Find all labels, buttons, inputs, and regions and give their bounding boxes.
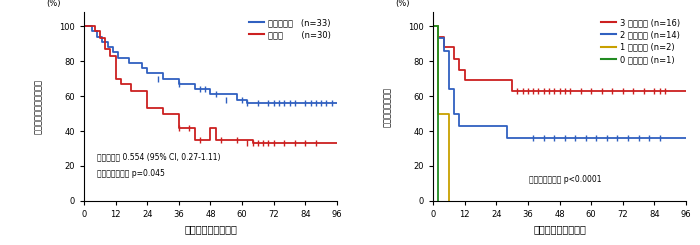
X-axis label: 術後経適期間（月）: 術後経適期間（月） [533,224,586,234]
Text: ハザード比 0.554 (95% CI, 0.27-1.11): ハザード比 0.554 (95% CI, 0.27-1.11) [97,152,220,161]
Text: (%): (%) [395,0,410,9]
Text: ログランク検定 p<0.0001: ログランク検定 p<0.0001 [529,175,602,184]
Legend: 3 ペプチド (n=16), 2 ペプチド (n=14), 1 ペプチド (n=2), 0 ペプチド (n=1): 3 ペプチド (n=16), 2 ペプチド (n=14), 1 ペプチド (n=… [599,16,682,66]
Text: (%): (%) [46,0,61,9]
Text: 無再発生生存期間: 無再発生生存期間 [383,86,392,127]
Text: ログランク検定 p=0.045: ログランク検定 p=0.045 [97,169,164,178]
Text: 無再発生特異的生存期間: 無再発生特異的生存期間 [34,79,43,134]
Legend: ワクチン群   (n=33), 対照群       (n=30): ワクチン群 (n=33), 対照群 (n=30) [247,16,332,41]
X-axis label: 術後経適期間（月）: 術後経適期間（月） [184,224,237,234]
